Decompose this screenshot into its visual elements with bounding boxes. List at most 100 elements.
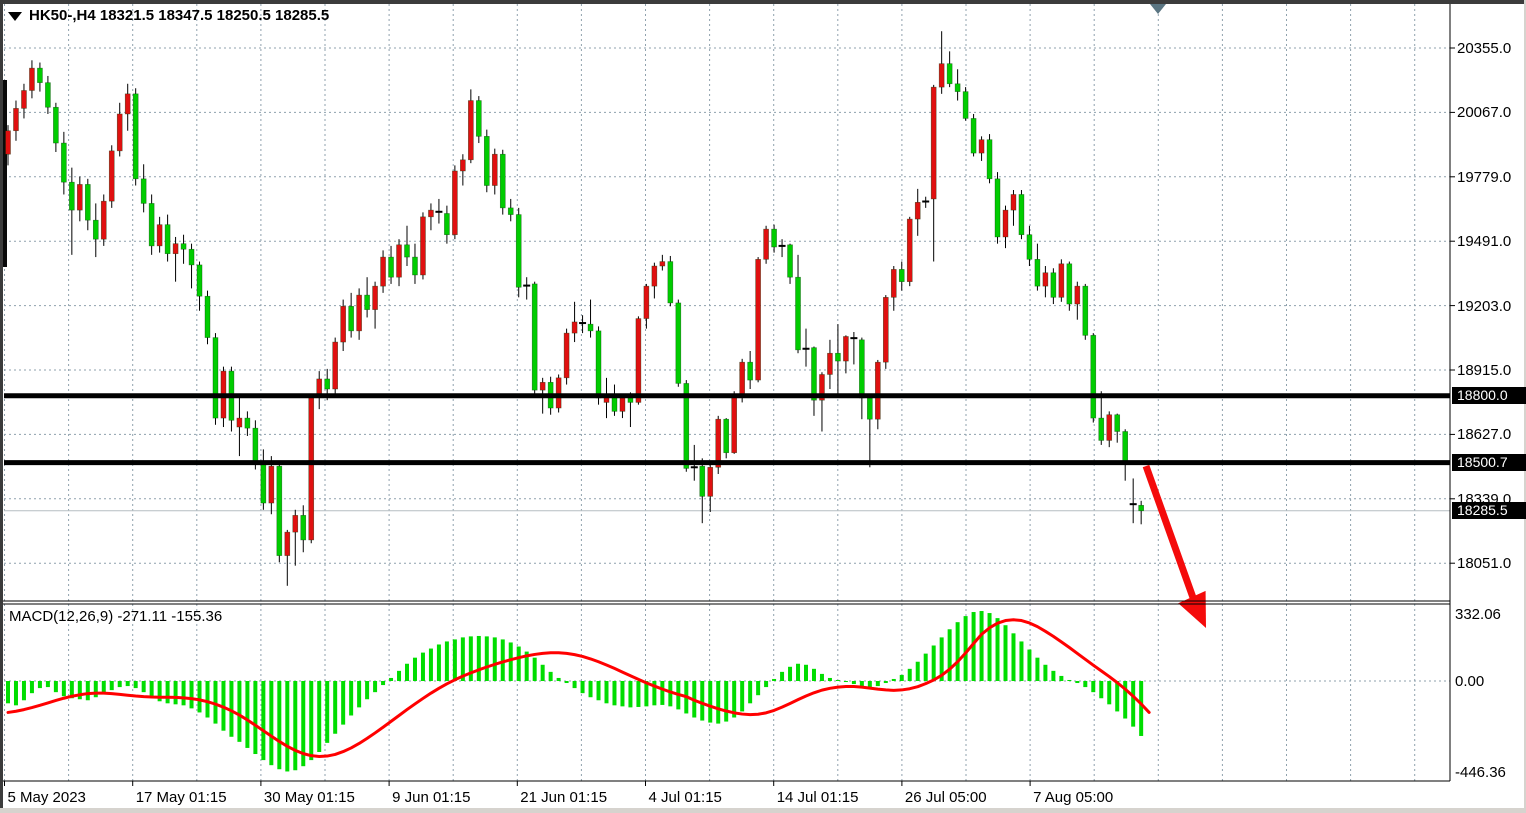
macd-histogram-bar	[117, 681, 122, 688]
macd-histogram-bar	[77, 681, 82, 700]
macd-histogram-bar	[843, 681, 848, 683]
bear-candle	[276, 465, 283, 556]
bear-candle	[1090, 335, 1097, 419]
bear-candle	[260, 463, 267, 504]
bear-candle	[244, 417, 251, 429]
macd-histogram-bar	[253, 681, 258, 755]
macd-histogram-bar	[1019, 641, 1024, 681]
bull-candle	[555, 377, 562, 409]
macd-axis-label: 332.06	[1455, 605, 1501, 623]
macd-histogram-bar	[373, 681, 378, 693]
bull-candle	[914, 201, 921, 220]
bull-candle	[571, 321, 578, 334]
macd-histogram-bar	[1123, 681, 1128, 719]
bear-candle	[795, 276, 801, 351]
bull-candle	[1042, 272, 1049, 287]
macd-histogram-bar	[476, 635, 481, 681]
bull-candle	[1010, 194, 1017, 211]
bull-candle	[380, 256, 386, 287]
bear-candle	[85, 184, 91, 221]
bull-candle	[938, 63, 945, 88]
macd-histogram-bar	[740, 681, 745, 712]
macd-histogram-bar	[756, 681, 761, 696]
doji-candle	[778, 244, 786, 247]
trend-arrow-shaft[interactable]	[1142, 464, 1200, 608]
macd-histogram-bar	[301, 681, 306, 767]
time-axis-label: 30 May 01:15	[263, 789, 355, 806]
macd-histogram-bar	[1115, 681, 1120, 712]
bull-candle	[1106, 414, 1113, 441]
time-axis-label: 17 May 01:15	[135, 789, 227, 806]
bull-candle	[116, 113, 123, 152]
doji-candle	[802, 347, 810, 350]
macd-histogram-bar	[660, 681, 665, 705]
macd-axis-label: 0.00	[1455, 673, 1485, 690]
macd-histogram-bar	[548, 671, 553, 681]
macd-histogram-bar	[37, 681, 42, 689]
bear-candle	[954, 83, 961, 92]
bear-candle	[1122, 431, 1128, 465]
bear-candle	[300, 515, 307, 541]
bear-candle	[970, 118, 977, 154]
price-axis-label: 19203.0	[1457, 297, 1512, 315]
macd-histogram-bar	[772, 678, 777, 681]
time-axis-label: 21 Jun 01:15	[520, 789, 608, 806]
bear-candle	[675, 302, 682, 384]
bull-candle	[124, 93, 131, 115]
macd-histogram-bar	[748, 681, 753, 704]
macd-histogram-bar	[612, 681, 617, 706]
macd-histogram-bar	[804, 664, 808, 681]
macd-histogram-bar	[556, 677, 561, 681]
bear-candle	[499, 153, 506, 209]
macd-histogram-bar	[987, 613, 992, 681]
macd-histogram-bar	[500, 639, 505, 681]
bear-candle	[1026, 234, 1033, 260]
macd-histogram-bar	[133, 681, 138, 689]
macd-histogram-bar	[397, 670, 402, 681]
bear-candle	[627, 397, 634, 403]
bear-candle	[1082, 285, 1089, 336]
macd-histogram-bar	[1027, 649, 1032, 681]
macd-histogram-bar	[979, 611, 984, 681]
time-axis-label: 26 Jul 05:00	[904, 789, 987, 806]
bear-candle	[898, 269, 905, 282]
time-axis-label: 9 Jun 01:15	[392, 789, 471, 806]
macd-histogram-bar	[875, 681, 880, 687]
time-marker-icon[interactable]	[1150, 4, 1166, 14]
bull-candle	[755, 259, 761, 381]
bear-candle	[515, 214, 522, 288]
macd-histogram-bar	[540, 664, 545, 681]
macd-histogram-bar	[835, 679, 840, 681]
price-axis-label: 18915.0	[1457, 362, 1512, 379]
macd-histogram-bar	[1059, 675, 1064, 681]
bear-candle	[1018, 194, 1025, 236]
macd-histogram-bar	[867, 681, 872, 688]
macd-histogram-bar	[237, 681, 242, 742]
bear-candle	[476, 100, 482, 137]
bear-candle	[188, 248, 195, 266]
bear-candle	[667, 261, 674, 304]
bear-candle	[1050, 272, 1057, 298]
bull-candle	[332, 341, 338, 390]
bear-candle	[388, 256, 394, 278]
bear-candle	[1066, 263, 1073, 305]
macd-histogram-bar	[628, 681, 633, 708]
macd-histogram-bar	[636, 681, 641, 707]
price-axis-label: 20067.0	[1457, 104, 1512, 122]
bear-candle	[212, 337, 219, 419]
macd-histogram-bar	[53, 681, 58, 693]
macd-histogram-bar	[389, 677, 394, 681]
macd-histogram-bar	[205, 681, 210, 718]
macd-histogram-bar	[532, 657, 537, 681]
macd-histogram-bar	[381, 681, 386, 686]
edge-clipped-candle	[3, 80, 7, 267]
macd-histogram-bar	[524, 651, 529, 681]
macd-histogram-bar	[883, 681, 888, 684]
symbol-dropdown-icon[interactable]	[8, 12, 22, 21]
price-axis-label: 20355.0	[1457, 40, 1512, 57]
macd-histogram-bar	[588, 681, 593, 698]
bull-candle	[651, 265, 658, 287]
macd-histogram-bar	[197, 681, 202, 713]
